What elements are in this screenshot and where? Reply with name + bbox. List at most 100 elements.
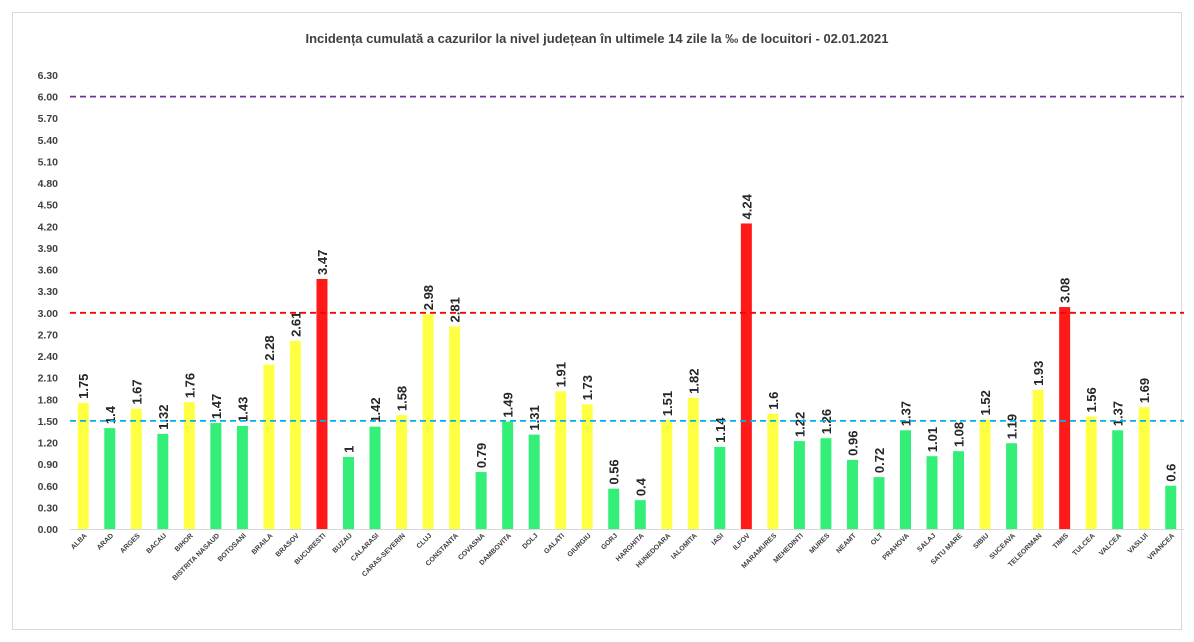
bar — [77, 402, 89, 529]
chart-title: Incidența cumulată a cazurilor la nivel … — [305, 31, 889, 46]
category-label: GIURGIU — [566, 532, 592, 558]
value-label: 2.98 — [421, 285, 436, 310]
category-label: BIHOR — [174, 532, 195, 553]
category-label: GORJ — [600, 532, 619, 551]
value-label: 2.28 — [262, 335, 277, 360]
bar — [820, 438, 832, 529]
bar — [979, 419, 991, 529]
bar — [714, 446, 726, 529]
value-label: 1.47 — [209, 394, 224, 419]
value-label: 1.37 — [899, 401, 914, 426]
bar — [104, 428, 116, 529]
value-label: 1.43 — [235, 397, 250, 422]
bar — [1138, 407, 1150, 529]
y-tick-label: 5.70 — [38, 113, 59, 125]
category-label: BUZAU — [332, 532, 354, 554]
y-tick-label: 6.00 — [38, 92, 59, 104]
category-label: ARGES — [119, 532, 142, 555]
value-label: 1.52 — [978, 390, 993, 415]
category-label: ALBA — [70, 532, 89, 551]
value-label: 1.6 — [766, 392, 781, 410]
value-label: 1.08 — [952, 422, 967, 447]
value-label: 0.72 — [872, 448, 887, 473]
bar — [873, 477, 885, 529]
value-label: 4.24 — [739, 193, 754, 219]
category-label: ILFOV — [732, 532, 752, 552]
category-label: IASI — [711, 532, 726, 547]
bar — [422, 314, 434, 529]
category-label: VASLUI — [1127, 532, 1150, 555]
category-label: SALAJ — [916, 532, 937, 553]
value-label: 1.91 — [554, 362, 569, 387]
category-label: ARAD — [96, 532, 115, 551]
value-label: 0.79 — [474, 443, 489, 468]
value-label: 1.22 — [792, 412, 807, 437]
category-label: TIMIS — [1052, 532, 1070, 550]
bar — [396, 415, 408, 529]
bar — [687, 397, 699, 529]
y-tick-label: 1.80 — [38, 394, 59, 406]
value-label: 1.31 — [527, 405, 542, 430]
value-label: 2.61 — [288, 312, 303, 337]
y-tick-label: 3.90 — [38, 243, 59, 255]
bar — [634, 500, 646, 529]
category-label: SIBIU — [972, 532, 990, 550]
bar — [1085, 416, 1097, 529]
value-label: 1.19 — [1005, 414, 1020, 439]
bar — [475, 472, 487, 529]
bar — [236, 425, 248, 529]
bar — [555, 391, 567, 529]
value-label: 1.26 — [819, 409, 834, 434]
y-tick-label: 4.50 — [38, 200, 59, 212]
y-tick-label: 2.70 — [38, 329, 59, 341]
value-label: 3.47 — [315, 250, 330, 275]
value-label: 1.42 — [368, 397, 383, 422]
bar — [900, 430, 911, 529]
value-label: 0.96 — [845, 431, 860, 456]
category-label: VALCEA — [1098, 532, 1123, 557]
bar — [449, 326, 461, 529]
value-label: 1.4 — [103, 405, 118, 424]
bar — [343, 456, 354, 529]
bar — [263, 364, 275, 529]
value-label: 1.49 — [501, 392, 516, 417]
bar — [157, 433, 169, 529]
y-tick-label: 5.10 — [38, 156, 59, 168]
category-label: TULCEA — [1072, 532, 1097, 557]
bar — [661, 420, 673, 529]
y-tick-label: 4.80 — [38, 178, 59, 190]
category-label: NEAMT — [835, 532, 858, 555]
bar — [528, 434, 540, 529]
bar — [953, 451, 965, 529]
value-label: 1.37 — [1111, 401, 1126, 426]
category-label: BOTOSANI — [217, 532, 248, 563]
y-tick-label: 0.00 — [38, 524, 59, 536]
y-tick-label: 1.50 — [38, 416, 59, 428]
category-label: OLT — [870, 532, 885, 547]
y-tick-label: 1.20 — [38, 438, 59, 450]
bar — [316, 278, 328, 529]
bar — [130, 408, 142, 529]
y-tick-label: 2.40 — [38, 351, 59, 363]
category-label: BISTRITA NASAUD — [172, 532, 222, 582]
category-label: IALOMITA — [670, 532, 699, 561]
value-label: 1.82 — [686, 369, 701, 394]
bar — [1006, 443, 1018, 529]
value-label: 1.73 — [580, 375, 595, 400]
value-label: 1 — [342, 446, 357, 453]
y-tick-label: 2.10 — [38, 373, 59, 385]
y-tick-label: 4.20 — [38, 221, 59, 233]
category-label: PRAHOVA — [882, 532, 911, 561]
category-label: CLUJ — [416, 532, 434, 550]
y-tick-label: 3.30 — [38, 286, 59, 298]
bar — [502, 421, 514, 529]
bar — [846, 459, 858, 529]
category-label: SUCEAVA — [989, 532, 1017, 560]
y-tick-label: 3.60 — [38, 265, 59, 277]
y-tick-label: 0.30 — [38, 502, 59, 514]
y-tick-label: 5.40 — [38, 135, 59, 147]
category-label: VRANCEA — [1147, 532, 1176, 561]
bar — [369, 426, 381, 529]
value-label: 1.32 — [156, 405, 171, 430]
